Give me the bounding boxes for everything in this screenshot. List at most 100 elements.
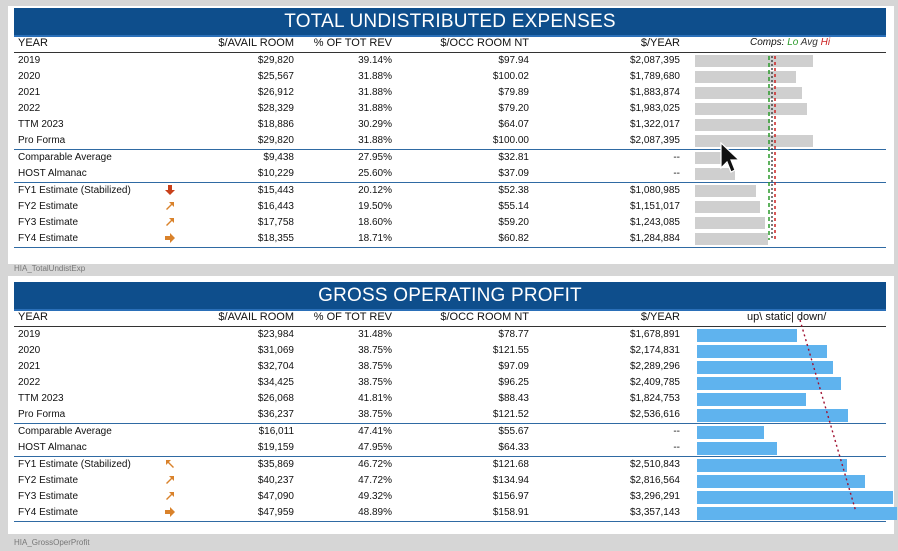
row-pct-tot-rev: 47.72% [358, 475, 392, 486]
header-per-year: $/YEAR [640, 37, 680, 49]
row-per-year: $3,296,291 [629, 491, 680, 502]
row-occ-room-nt: $52.38 [498, 185, 529, 196]
row-year: TTM 2023 [18, 393, 64, 404]
table-header: YEAR $/AVAIL ROOM % OF TOT REV $/OCC ROO… [14, 310, 886, 327]
row-occ-room-nt: $156.97 [492, 491, 529, 502]
legend-hi: Hi [820, 37, 831, 48]
table-row: HOST Almanac $10,229 25.60% $37.09 -- [14, 166, 886, 182]
row-pct-tot-rev: 39.14% [358, 55, 392, 66]
row-avail-room: $18,886 [257, 119, 294, 130]
row-per-year: $2,816,564 [629, 475, 680, 486]
row-bar [697, 393, 806, 406]
row-avail-room: $16,443 [257, 201, 294, 212]
table-row: FY3 Estimate $17,758 18.60% $59.20 $1,243,08… [14, 215, 886, 231]
table-row: FY4 Estimate $47,959 48.89% $158.91 $3,357,1… [14, 505, 897, 522]
row-year: FY3 Estimate [18, 217, 79, 228]
row-per-year: $1,243,085 [629, 217, 680, 228]
table-row: FY2 Estimate $16,443 19.50% $55.14 $1,151,01… [14, 199, 886, 215]
row-avail-room: $28,329 [257, 103, 294, 114]
row-avail-room: $35,869 [257, 459, 294, 470]
row-occ-room-nt: $158.91 [492, 507, 529, 518]
row-occ-room-nt: $64.33 [498, 442, 529, 453]
row-occ-room-nt: $37.09 [498, 168, 529, 179]
row-per-year: $1,824,753 [629, 393, 680, 404]
total-undistributed-expenses-panel: TOTAL UNDISTRIBUTED EXPENSES YEAR $/AVAI… [8, 6, 894, 264]
row-occ-room-nt: $121.52 [492, 409, 529, 420]
table-row: FY1 Estimate (Stabilized) $35,869 46.72% $1… [14, 456, 886, 473]
row-pct-tot-rev: 18.60% [358, 217, 392, 228]
row-per-year: $2,409,785 [629, 377, 680, 388]
row-per-year: $1,789,680 [629, 71, 680, 82]
row-year: Pro Forma [18, 135, 66, 146]
table-row: 2021 $26,912 31.88% $79.89 $1,883,874 [14, 85, 886, 101]
table-row: FY4 Estimate $18,355 18.71% $60.82 $1,284,88… [14, 231, 886, 248]
row-year: FY1 Estimate (Stabilized) [18, 185, 131, 196]
row-occ-room-nt: $134.94 [492, 475, 529, 486]
row-bar [697, 345, 827, 358]
row-year: Pro Forma [18, 409, 66, 420]
row-bar [695, 87, 802, 99]
header-per-year: $/YEAR [640, 311, 680, 323]
row-avail-room: $26,912 [257, 87, 294, 98]
row-per-year: $2,510,843 [629, 459, 680, 470]
row-per-year: $3,357,143 [629, 507, 680, 518]
header-avail-room: $/AVAIL ROOM [218, 37, 294, 49]
row-per-year: -- [673, 426, 680, 437]
row-pct-tot-rev: 47.95% [358, 442, 392, 453]
row-year: FY4 Estimate [18, 507, 79, 518]
table-row: 2019 $23,984 31.48% $78.77 $1,678,891 [14, 327, 886, 343]
row-year: 2020 [18, 71, 41, 82]
gop-table: YEAR $/AVAIL ROOM % OF TOT REV $/OCC ROO… [14, 310, 897, 522]
row-pct-tot-rev: 31.88% [358, 87, 392, 98]
row-pct-tot-rev: 20.12% [358, 185, 392, 196]
row-occ-room-nt: $121.55 [492, 345, 529, 356]
arrow-up-right-icon [164, 216, 176, 231]
row-pct-tot-rev: 38.75% [358, 345, 392, 356]
row-pct-tot-rev: 38.75% [358, 361, 392, 372]
row-occ-room-nt: $79.89 [498, 87, 529, 98]
arrow-down-icon [164, 184, 176, 199]
row-pct-tot-rev: 31.88% [358, 103, 392, 114]
legend-lo: Lo [787, 37, 799, 48]
arrow-up-right-icon [164, 200, 176, 215]
row-avail-room: $16,011 [258, 426, 294, 437]
row-per-year: -- [673, 168, 680, 179]
row-pct-tot-rev: 48.89% [358, 507, 392, 518]
header-pct-tot-rev: % OF TOT REV [313, 311, 392, 323]
row-bar [695, 201, 760, 213]
row-pct-tot-rev: 27.95% [358, 152, 392, 163]
row-occ-room-nt: $97.94 [498, 55, 529, 66]
visual-caption: HIA_GrossOperProfit [14, 538, 90, 547]
row-bar [697, 442, 777, 455]
table-row: TTM 2023 $26,068 41.81% $88.43 $1,824,753 [14, 391, 886, 407]
row-year: 2020 [18, 345, 41, 356]
header-year: YEAR [18, 311, 48, 323]
row-pct-tot-rev: 41.81% [358, 393, 392, 404]
header-occ-room-nt: $/OCC ROOM NT [440, 37, 529, 49]
row-occ-room-nt: $100.00 [492, 135, 529, 146]
header-avail-room: $/AVAIL ROOM [218, 311, 294, 323]
row-occ-room-nt: $100.02 [492, 71, 529, 82]
row-occ-room-nt: $96.25 [498, 377, 529, 388]
row-pct-tot-rev: 38.75% [358, 377, 392, 388]
row-year: FY2 Estimate [18, 201, 79, 212]
row-avail-room: $47,090 [257, 491, 294, 502]
row-avail-room: $29,820 [257, 135, 294, 146]
row-per-year: $1,883,874 [629, 87, 680, 98]
row-year: 2019 [18, 55, 41, 66]
row-occ-room-nt: $64.07 [498, 119, 529, 130]
row-avail-room: $10,229 [257, 168, 294, 179]
row-occ-room-nt: $88.43 [498, 393, 529, 404]
row-occ-room-nt: $121.68 [492, 459, 529, 470]
row-per-year: $2,289,296 [629, 361, 680, 372]
row-occ-room-nt: $59.20 [498, 217, 529, 228]
row-year: 2022 [18, 377, 41, 388]
row-bar [697, 409, 848, 422]
row-bar [697, 475, 865, 488]
row-per-year: $1,678,891 [629, 329, 680, 340]
header-pct-tot-rev: % OF TOT REV [313, 37, 392, 49]
row-occ-room-nt: $32.81 [498, 152, 529, 163]
row-pct-tot-rev: 18.71% [358, 233, 392, 244]
row-bar [697, 507, 897, 520]
table-row: 2020 $31,069 38.75% $121.55 $2,174,831 [14, 343, 886, 359]
